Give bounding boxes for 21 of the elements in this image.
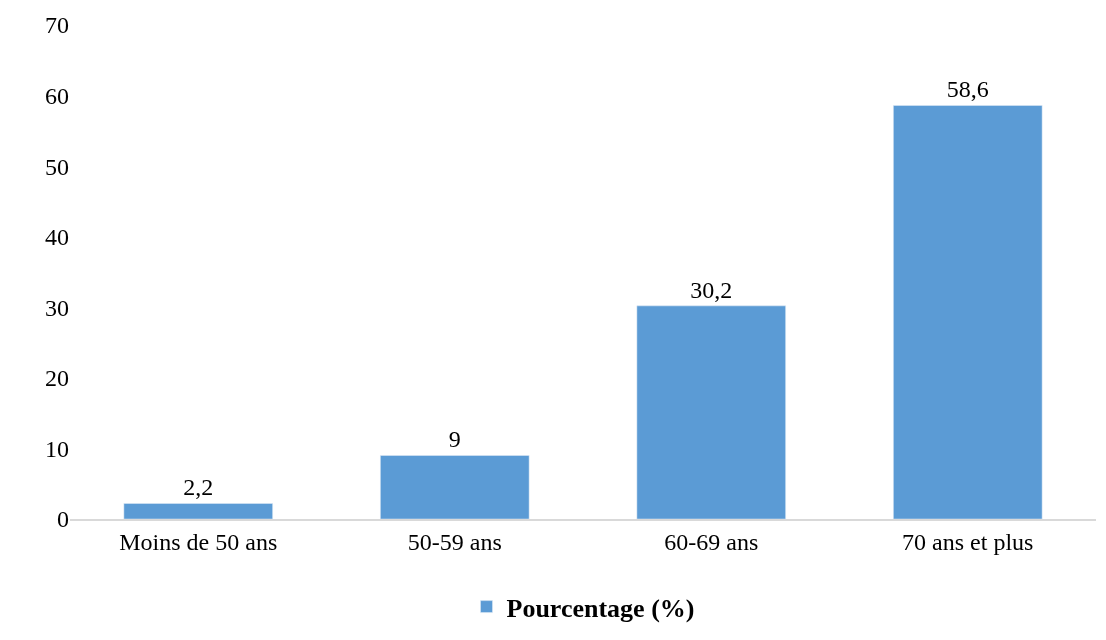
y-tick-label: 70	[45, 12, 69, 39]
bar	[123, 503, 273, 519]
x-tick-label: 50-59 ans	[407, 528, 502, 555]
data-label: 58,6	[946, 76, 989, 103]
bar	[380, 455, 530, 519]
x-tick-label: Moins de 50 ans	[119, 528, 278, 555]
y-tick-label: 60	[45, 82, 69, 109]
legend-label: Pourcentage (%)	[506, 593, 695, 623]
y-tick-label: 0	[57, 506, 69, 533]
y-tick-label: 30	[45, 294, 69, 321]
y-tick-label: 10	[45, 435, 69, 462]
data-label: 9	[448, 426, 461, 453]
bar	[636, 305, 786, 519]
y-tick-label: 50	[45, 153, 69, 180]
data-label: 2,2	[183, 474, 214, 501]
y-tick-label: 40	[45, 224, 69, 251]
data-label: 30,2	[690, 276, 733, 303]
x-tick-label: 60-69 ans	[664, 528, 759, 555]
y-tick-label: 20	[45, 365, 69, 392]
bar	[893, 105, 1043, 519]
x-tick-label: 70 ans et plus	[902, 528, 1034, 555]
